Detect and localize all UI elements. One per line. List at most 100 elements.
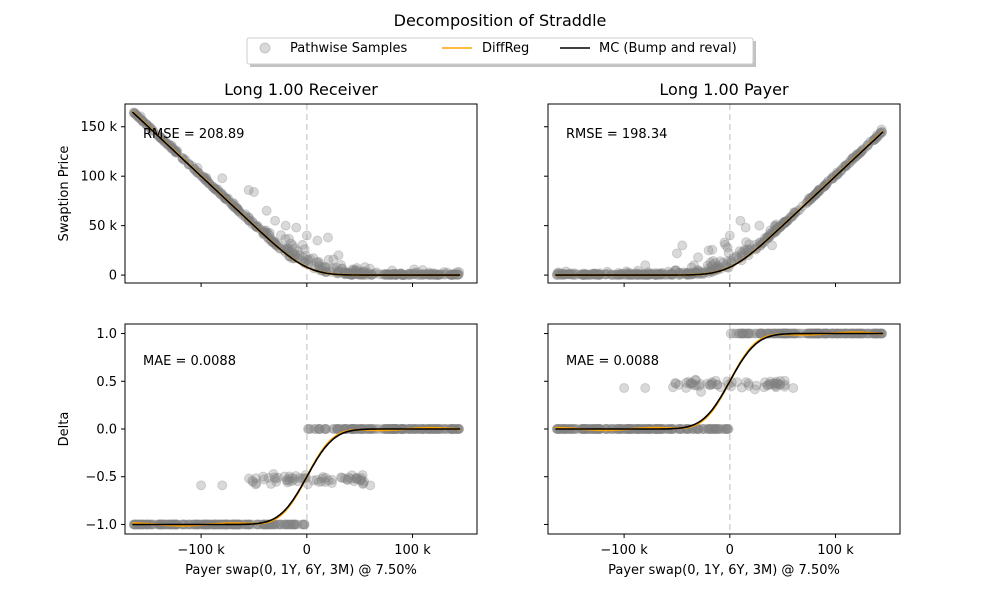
sample-point — [289, 519, 300, 530]
sample-point — [848, 152, 859, 163]
sample-point — [356, 268, 367, 279]
sample-point — [255, 224, 266, 235]
sample-point — [319, 424, 330, 434]
sample-point — [298, 519, 309, 530]
y-tick-label: 50 k — [89, 219, 118, 234]
sample-point — [698, 424, 709, 434]
sample-point — [317, 473, 328, 484]
sample-point — [339, 473, 350, 484]
sample-point — [772, 378, 783, 389]
y-tick-label: −0.5 — [85, 470, 117, 485]
sample-point — [268, 236, 279, 247]
sample-point — [165, 140, 176, 151]
sample-point — [706, 424, 717, 434]
y-tick-label: 100 k — [81, 170, 118, 185]
sample-point — [736, 328, 747, 339]
sample-point — [779, 375, 790, 386]
sample-point — [762, 380, 773, 391]
sample-point — [750, 328, 761, 339]
axes-frame — [547, 103, 901, 284]
sample-point — [283, 519, 294, 530]
subplot-price-payer: Long 1.00 Payer RMSE = 198.34 — [544, 80, 901, 287]
x-tick-label: 100 k — [817, 543, 854, 558]
sample-point — [328, 263, 339, 274]
sample-point — [299, 244, 310, 255]
sample-point — [764, 378, 775, 389]
sample-point — [292, 476, 303, 487]
sample-point — [775, 379, 786, 390]
sample-point — [299, 519, 310, 530]
sample-point — [250, 479, 261, 490]
y-tick-label: 150 k — [81, 120, 118, 135]
sample-point — [765, 225, 776, 236]
sample-point — [671, 378, 682, 389]
sample-point — [302, 424, 313, 434]
sample-point — [297, 519, 308, 530]
sample-point — [715, 256, 726, 267]
sample-point — [740, 245, 751, 256]
sample-point — [746, 328, 757, 339]
sample-point — [667, 382, 678, 393]
sample-point — [673, 379, 684, 390]
sample-point — [284, 476, 295, 487]
sample-point — [264, 227, 275, 238]
sample-point — [351, 472, 362, 483]
sample-point — [708, 424, 719, 434]
sample-point — [705, 379, 716, 390]
sample-point — [357, 478, 368, 489]
sample-point — [759, 377, 770, 388]
sample-point — [212, 184, 223, 195]
sample-point — [706, 261, 717, 272]
subplot-title: Long 1.00 Receiver — [224, 80, 378, 99]
sample-point — [804, 193, 815, 204]
sample-point — [712, 379, 723, 390]
sample-point — [271, 476, 282, 487]
sample-point — [381, 268, 392, 279]
sample-point — [292, 245, 303, 256]
sample-point — [311, 257, 322, 268]
sample-point — [333, 250, 344, 261]
sample-point — [290, 471, 301, 482]
sample-point — [740, 328, 751, 339]
sample-point — [266, 478, 277, 489]
sample-point — [712, 424, 723, 434]
sample-point — [694, 380, 705, 391]
sample-point — [722, 424, 733, 434]
sample-point — [284, 519, 295, 530]
y-tick-label: 1.0 — [96, 327, 117, 342]
sample-point — [314, 424, 325, 434]
sample-point — [770, 221, 781, 232]
sample-point — [725, 328, 736, 339]
sample-point — [703, 424, 714, 434]
sample-point — [287, 240, 298, 251]
sample-point — [359, 262, 370, 273]
sample-point — [670, 378, 681, 389]
sample-point — [350, 473, 361, 484]
metric-annotation: MAE = 0.0088 — [143, 354, 236, 369]
sample-point — [263, 472, 274, 483]
sample-point — [570, 268, 581, 279]
sample-point — [722, 424, 733, 434]
sample-point — [689, 380, 700, 391]
legend-mc-label: MC (Bump and reval) — [599, 41, 737, 56]
sample-point — [647, 269, 658, 280]
sample-point — [703, 424, 714, 434]
sample-point — [690, 374, 701, 385]
sample-point — [351, 474, 362, 485]
sample-point — [769, 220, 780, 231]
sample-point — [749, 384, 760, 395]
sample-point — [743, 380, 754, 391]
sample-point — [728, 253, 739, 264]
sample-point — [313, 424, 324, 434]
sample-point — [693, 252, 704, 263]
sample-point — [688, 260, 699, 271]
sample-point — [721, 424, 732, 434]
sample-point — [627, 268, 638, 279]
sample-point — [712, 424, 723, 434]
sample-point — [731, 328, 742, 339]
x-tick-label: −100 k — [177, 543, 225, 558]
sample-point — [722, 242, 733, 253]
sample-point — [303, 424, 314, 434]
subplot-grid: Long 1.00 Receiver 0 50 k 100 k 150 k Swaptio… — [57, 80, 901, 578]
